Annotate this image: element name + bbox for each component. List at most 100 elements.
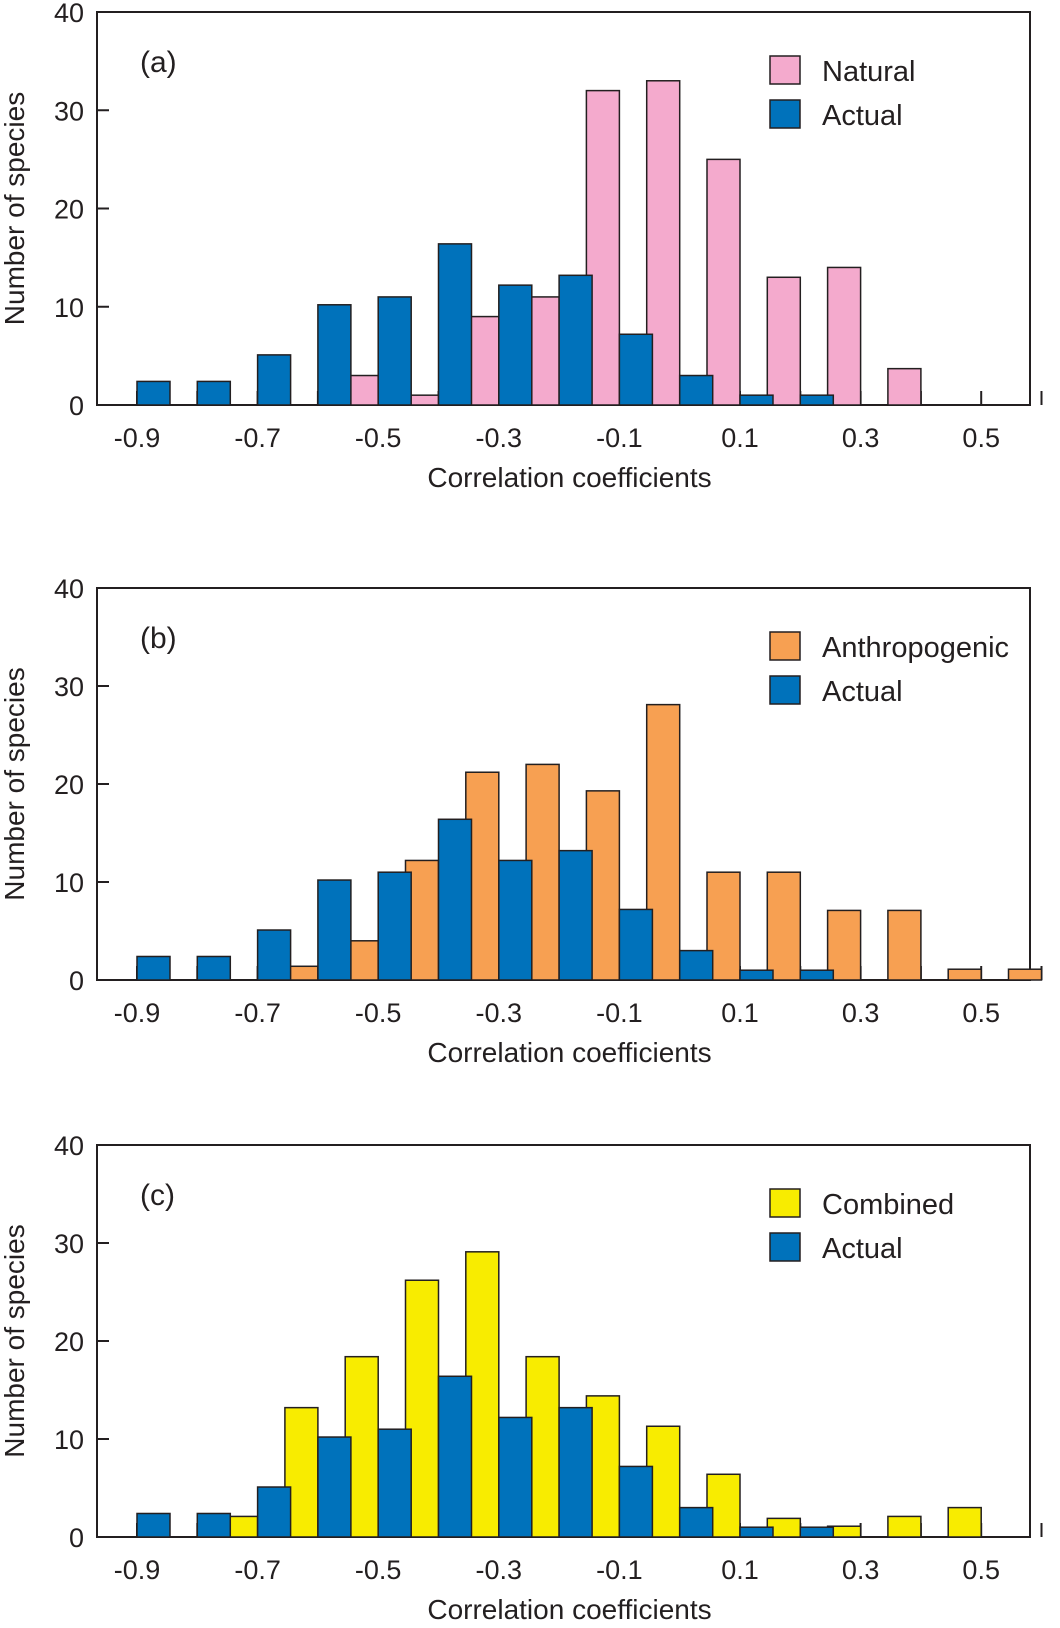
x-tick-label: 0.5 [962, 423, 1000, 453]
legend-swatch-actual [769, 1232, 801, 1262]
bar-combined-0.4 [887, 1515, 922, 1538]
bar-combined-0.5 [947, 1506, 982, 1538]
x-tick-label: -0.7 [234, 998, 281, 1028]
bar-actual--0.2 [558, 849, 593, 981]
bar-actual-0.1 [739, 394, 774, 406]
x-tick-label: -0.3 [476, 1555, 523, 1585]
y-tick-label: 20 [54, 1327, 84, 1357]
y-tick-label: 30 [54, 1229, 84, 1259]
x-axis-label: Correlation coefficients [427, 462, 711, 493]
x-tick-label: -0.7 [234, 423, 281, 453]
bar-actual--0.9 [136, 1512, 171, 1538]
x-tick-label: -0.9 [114, 423, 161, 453]
bar-actual--0.1 [618, 908, 654, 981]
y-axis-label: Number of species [0, 1224, 30, 1457]
bar-anthropogenic-0.6 [1007, 968, 1043, 981]
bar-actual-0.2 [799, 1526, 835, 1538]
bar-actual--0.3 [498, 1416, 533, 1538]
y-tick-label: 20 [54, 195, 84, 225]
bar-actual-0.2 [799, 969, 835, 981]
chart-panel-1: 0 10 20 30 40 -0.9 -0.7 -0.5 -0.3 -0.1 0.1 0.3 0.5 Co… [0, 0, 1043, 493]
x-tick-label: 0.3 [842, 1555, 880, 1585]
x-tick-label: -0.1 [596, 423, 643, 453]
bar-actual--0.4 [437, 818, 473, 981]
bar-actual--0.6 [317, 879, 352, 981]
legend-label-natural: Natural [822, 56, 916, 88]
bar-actual--0.8 [196, 1512, 232, 1538]
x-tick-label: -0.5 [355, 423, 402, 453]
y-tick-label: 10 [54, 1425, 84, 1455]
bar-actual-0 [678, 1506, 714, 1538]
legend-label-anthropogenic: Anthropogenic [822, 632, 1009, 664]
bar-actual--0.8 [196, 380, 232, 406]
bar-actual--0.9 [136, 380, 171, 406]
bar-actual-0.2 [799, 394, 835, 406]
legend-swatch-anthropogenic [769, 631, 801, 661]
legend-swatch-actual [769, 675, 801, 705]
bar-anthropogenic-0.3 [826, 909, 862, 981]
x-tick-label: 0.1 [721, 1555, 759, 1585]
y-axis-label: Number of species [0, 92, 30, 325]
y-tick-label: 30 [54, 672, 84, 702]
x-tick-label: -0.7 [234, 1555, 281, 1585]
bar-actual--0.4 [437, 1375, 473, 1538]
x-tick-label: -0.3 [476, 423, 523, 453]
bar-actual--0.4 [437, 243, 473, 406]
x-tick-label: -0.5 [355, 998, 402, 1028]
y-tick-label: 40 [54, 574, 84, 604]
bar-actual--0.2 [558, 274, 593, 406]
y-tick-label: 40 [54, 1131, 84, 1161]
bar-actual--0.7 [256, 929, 292, 981]
x-tick-label: -0.5 [355, 1555, 402, 1585]
bar-actual--0.6 [317, 304, 352, 406]
bar-natural-0.3 [826, 266, 862, 406]
bar-actual--0.1 [618, 333, 654, 406]
bar-actual--0.3 [498, 284, 533, 406]
y-tick-label: 40 [54, 0, 84, 28]
legend-label-combined: Combined [822, 1189, 954, 1221]
bar-actual-0 [678, 949, 714, 981]
x-tick-label: -0.9 [114, 1555, 161, 1585]
bar-actual--0.7 [256, 1486, 292, 1538]
y-tick-label: 0 [69, 391, 84, 421]
legend-swatch-natural [769, 55, 801, 85]
x-axis-label: Correlation coefficients [427, 1037, 711, 1068]
y-tick-label: 10 [54, 868, 84, 898]
bar-natural-0.2 [766, 276, 802, 406]
x-tick-label: 0.3 [842, 423, 880, 453]
y-tick-label: 10 [54, 293, 84, 323]
bar-actual-0.1 [739, 969, 774, 981]
bar-natural-0.1 [706, 158, 741, 406]
bar-actual--0.6 [317, 1436, 352, 1538]
bar-actual--0.1 [618, 1465, 654, 1538]
x-tick-label: 0.5 [962, 1555, 1000, 1585]
legend-swatch-actual [769, 99, 801, 129]
x-tick-label: 0.3 [842, 998, 880, 1028]
panel-label: (c) [140, 1179, 175, 1212]
x-tick-label: 0.5 [962, 998, 1000, 1028]
bar-anthropogenic-0.5 [947, 968, 982, 981]
bar-natural-0.4 [887, 367, 922, 406]
legend-label-actual: Actual [822, 100, 903, 132]
y-tick-label: 0 [69, 1523, 84, 1553]
chart-panel-3: 0 10 20 30 40 -0.9 -0.7 -0.5 -0.3 -0.1 0.1 0.3 0.5 Co… [0, 1131, 1043, 1625]
legend-swatch-combined [769, 1188, 801, 1218]
legend-label-actual: Actual [822, 1233, 903, 1265]
x-tick-label: -0.1 [596, 1555, 643, 1585]
y-tick-label: 0 [69, 966, 84, 996]
bar-actual-0 [678, 374, 714, 406]
legend-label-actual: Actual [822, 676, 903, 708]
panel-label: (a) [140, 46, 177, 79]
x-tick-label: -0.1 [596, 998, 643, 1028]
bar-actual--0.5 [377, 1428, 412, 1538]
bar-actual--0.2 [558, 1406, 593, 1538]
x-tick-label: -0.3 [476, 998, 523, 1028]
y-tick-label: 20 [54, 770, 84, 800]
y-tick-label: 30 [54, 96, 84, 126]
x-tick-label: 0.1 [721, 998, 759, 1028]
chart-panel-2: 0 10 20 30 40 -0.9 -0.7 -0.5 -0.3 -0.1 0.1 0.3 0.5 Co… [0, 574, 1043, 1068]
bar-anthropogenic-0.4 [887, 909, 922, 981]
bar-actual--0.3 [498, 859, 533, 981]
bar-actual--0.5 [377, 871, 412, 981]
